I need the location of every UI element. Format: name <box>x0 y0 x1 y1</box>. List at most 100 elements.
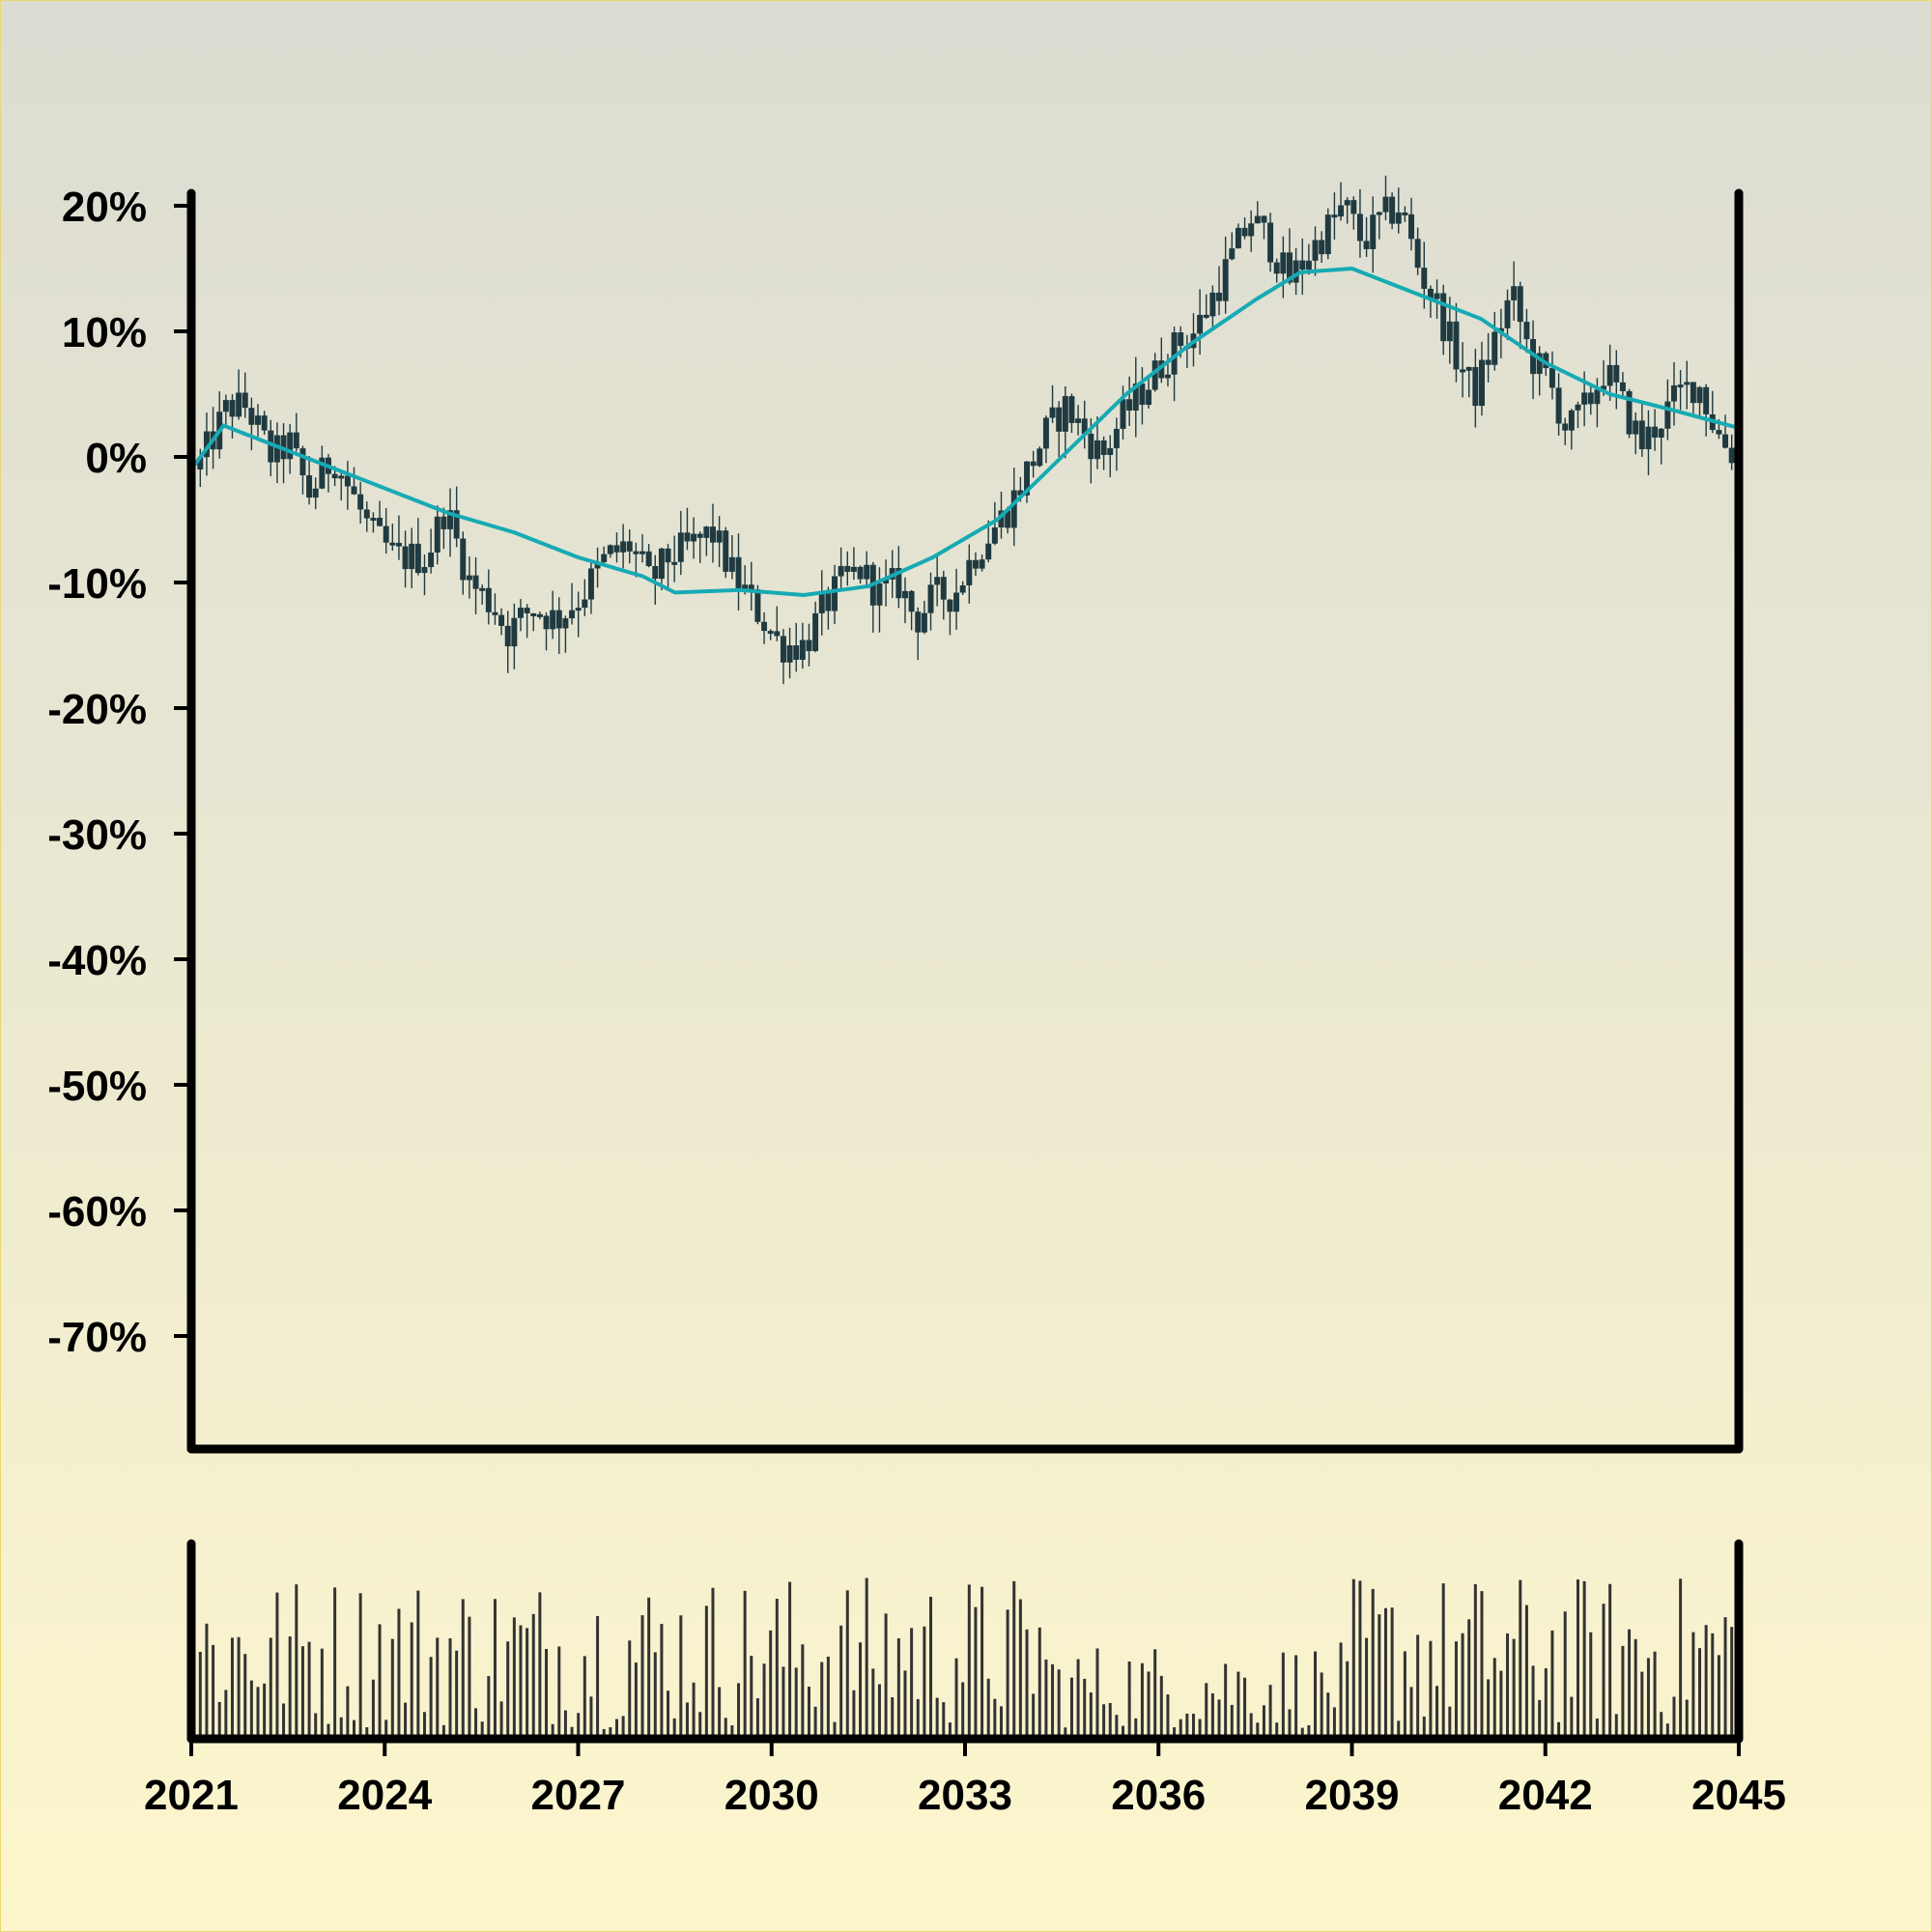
candle-body <box>709 526 716 543</box>
volume-bar <box>1653 1651 1657 1739</box>
candle-body <box>306 475 313 498</box>
volume-bar <box>1595 1719 1599 1739</box>
candle-body <box>818 592 825 613</box>
x-tick-label: 2045 <box>1691 1772 1786 1819</box>
volume-bar <box>704 1605 708 1739</box>
candle-body <box>261 415 268 431</box>
volume-bar <box>256 1687 260 1739</box>
volume-bar <box>371 1679 375 1739</box>
volume-bar <box>788 1581 792 1739</box>
candle-body <box>511 617 518 647</box>
candle-body <box>543 615 550 630</box>
volume-bar <box>896 1638 900 1739</box>
volume-bar <box>1704 1625 1708 1739</box>
candle-body <box>1427 288 1434 299</box>
candle-body <box>1722 434 1729 448</box>
volume-bar <box>935 1697 939 1739</box>
candle-body <box>1350 200 1357 214</box>
candle-body <box>1414 239 1421 269</box>
volume-bar <box>384 1719 388 1739</box>
candle-body <box>402 546 409 570</box>
volume-bar <box>692 1682 696 1739</box>
volume-bar <box>1499 1670 1503 1739</box>
volume-bar <box>1698 1648 1702 1739</box>
candle-body <box>728 556 735 572</box>
candle-body <box>555 610 562 629</box>
moving-average-line <box>189 267 1740 597</box>
volume-bar <box>263 1683 267 1739</box>
volume-bar <box>551 1723 554 1739</box>
candle-body <box>1408 213 1415 240</box>
candle-body <box>780 636 786 663</box>
volume-bar <box>487 1676 491 1739</box>
volume-bar <box>1640 1671 1644 1739</box>
candle-body <box>665 548 671 563</box>
candle-body <box>748 584 754 590</box>
volume-bar <box>820 1662 824 1739</box>
candle-body <box>1049 407 1056 418</box>
volume-bar <box>877 1684 881 1739</box>
y-tick-label: -60% <box>47 1188 147 1236</box>
candle-body <box>1030 461 1037 467</box>
candle-body <box>1010 490 1017 528</box>
candle-body <box>1042 417 1049 449</box>
candle-body <box>953 592 960 612</box>
candle-body <box>1504 299 1511 328</box>
candle-body <box>1344 200 1350 206</box>
candle-body <box>1037 448 1043 467</box>
candle-body <box>1446 321 1453 342</box>
candle-body <box>927 584 934 613</box>
volume-bar <box>1076 1659 1080 1739</box>
volume-bar <box>378 1624 382 1739</box>
candle-body <box>876 582 883 606</box>
candle-body <box>691 533 697 542</box>
candle-body <box>901 590 908 599</box>
candle-body <box>1024 461 1031 496</box>
candle-body <box>1492 331 1498 365</box>
volume-bar <box>910 1628 914 1739</box>
volume-bar <box>1422 1716 1426 1739</box>
volume-bar <box>961 1682 965 1739</box>
candle-body <box>1465 366 1472 371</box>
y-tick-label: 20% <box>62 184 147 231</box>
candle-body <box>1338 205 1345 217</box>
candle-body <box>652 566 659 580</box>
candle-body <box>972 559 979 569</box>
candle-body <box>485 587 492 612</box>
candle-body <box>1305 260 1312 270</box>
volume-bar <box>1371 1588 1375 1739</box>
price-panel <box>189 175 1740 685</box>
volume-bar <box>1448 1706 1452 1739</box>
volume-bar <box>1646 1658 1650 1739</box>
x-tick-label: 2030 <box>724 1772 819 1819</box>
candle-body <box>1209 292 1216 317</box>
candle-body <box>735 556 742 589</box>
candle-body <box>587 568 594 600</box>
x-tick-label: 2024 <box>337 1772 432 1819</box>
volume-bar <box>1524 1605 1528 1739</box>
candle-body <box>1575 404 1581 411</box>
volume-bar <box>1057 1669 1061 1739</box>
volume-bar <box>1634 1638 1637 1739</box>
candle-body <box>1331 214 1338 218</box>
volume-bar <box>1236 1671 1240 1739</box>
candle-body <box>1235 227 1241 249</box>
volume-bar <box>1294 1655 1298 1739</box>
volume-bar <box>672 1718 676 1739</box>
volume-bar <box>1672 1696 1676 1739</box>
volume-bar <box>1358 1580 1362 1739</box>
candle-body <box>530 612 537 616</box>
volume-bar <box>1243 1677 1247 1739</box>
volume-bar <box>1069 1677 1073 1739</box>
volume-bar <box>1198 1719 1202 1739</box>
volume-bar <box>1582 1580 1586 1739</box>
volume-bar <box>1339 1642 1343 1739</box>
candle-body <box>959 584 966 593</box>
volume-bar <box>679 1615 683 1739</box>
candle-body <box>1229 248 1236 260</box>
volume-bar <box>300 1646 304 1739</box>
volume-bar <box>1262 1705 1265 1739</box>
candle-body <box>613 545 620 553</box>
candle-body <box>524 608 530 613</box>
y-tick-label: 10% <box>62 309 147 356</box>
